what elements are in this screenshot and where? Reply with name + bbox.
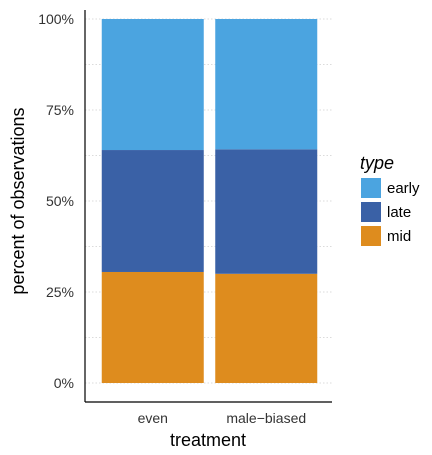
legend-swatch-late: [361, 202, 381, 222]
legend-label-early: early: [387, 180, 420, 197]
bar-segment-late: [215, 149, 318, 274]
y-tick-label: 100%: [38, 11, 74, 27]
legend-title: type: [360, 153, 394, 173]
y-tick-label: 25%: [46, 284, 74, 300]
y-tick-label: 75%: [46, 102, 74, 118]
legend-label-late: late: [387, 204, 411, 221]
bar-segment-early: [215, 19, 318, 150]
x-axis-title: treatment: [170, 430, 246, 450]
legend-label-mid: mid: [387, 228, 411, 245]
bars: [101, 19, 318, 383]
x-axis-ticks: even male−biased: [138, 410, 307, 426]
bar-segment-mid: [215, 273, 318, 383]
legend-swatch-early: [361, 178, 381, 198]
y-axis-ticks: 0% 25% 50% 75% 100%: [38, 11, 74, 391]
y-tick-label: 0%: [54, 375, 74, 391]
legend: type early late mid: [360, 153, 420, 246]
x-tick-label: even: [138, 410, 168, 426]
y-tick-label: 50%: [46, 193, 74, 209]
y-axis-title: percent of observations: [8, 107, 28, 294]
bar-segment-early: [101, 19, 204, 151]
x-tick-label: male−biased: [226, 410, 306, 426]
grid-lines: [85, 18, 332, 384]
bar-segment-late: [101, 150, 204, 272]
bar-segment-mid: [101, 271, 204, 383]
legend-swatch-mid: [361, 226, 381, 246]
